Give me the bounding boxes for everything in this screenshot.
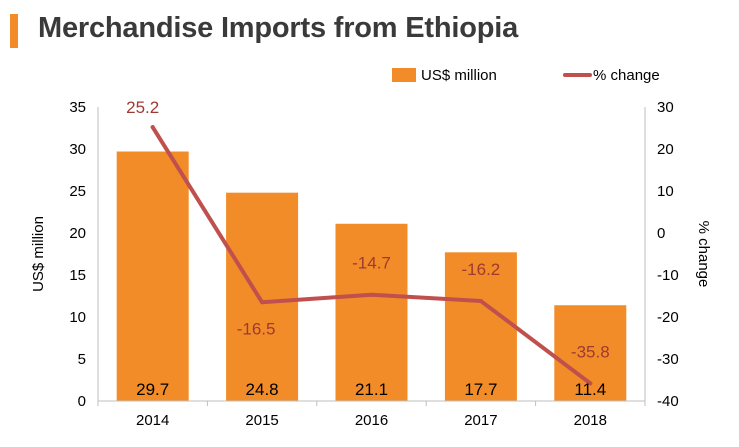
bar-value-label: 17.7	[464, 380, 497, 399]
x-tick-label: 2018	[574, 412, 607, 429]
line-point-2014	[150, 125, 155, 130]
y2-tick-label: 20	[657, 141, 674, 158]
y2-tick-label: -40	[657, 393, 679, 410]
line-value-label: -35.8	[571, 342, 610, 361]
bar-value-label: 11.4	[574, 380, 606, 399]
line-point-2015	[260, 300, 265, 305]
line-value-label: -14.7	[352, 254, 391, 273]
data-labels: 29.7 24.8 21.1 17.7 11.4 25.2 -16.5 -14.7 -16.2 -…	[126, 98, 610, 399]
y-axis-title: US$ million	[30, 216, 47, 292]
y2-tick-label: 30	[657, 99, 674, 116]
bar-series	[116, 151, 627, 401]
legend: US$ million % change	[392, 67, 660, 84]
legend-label-bar: US$ million	[421, 67, 497, 84]
y2-tick-label: -20	[657, 309, 679, 326]
y2-tick-label: -30	[657, 351, 679, 368]
y-tick-label: 5	[78, 351, 86, 368]
y2-tick-label: 10	[657, 183, 674, 200]
line-series	[150, 125, 593, 386]
x-tick-label: 2015	[245, 412, 278, 429]
y-tick-label: 25	[69, 183, 86, 200]
chart-title: Merchandise Imports from Ethiopia	[38, 12, 519, 44]
bar-value-label: 24.8	[246, 380, 279, 399]
line-point-2017	[478, 299, 483, 304]
line-value-label: -16.5	[237, 319, 276, 338]
bar-value-label: 29.7	[136, 380, 169, 399]
bar-2016	[335, 223, 408, 401]
x-tick-label: 2014	[136, 412, 169, 429]
y2-tick-label: -10	[657, 267, 679, 284]
y-tick-label: 30	[69, 141, 86, 158]
legend-swatch-bar	[392, 68, 416, 82]
x-tick-label: 2016	[355, 412, 388, 429]
y-tick-label: 0	[78, 393, 86, 410]
title-accent-bar	[10, 14, 18, 48]
bar-value-label: 21.1	[355, 380, 388, 399]
y2-axis-title: % change	[695, 221, 712, 288]
line-value-label: 25.2	[126, 98, 159, 117]
axes: 0 5 10 15 20 25 30 35 -40 -30 -20 -10 0 10 20 30 2014 201…	[30, 99, 712, 429]
bar-2017	[444, 252, 517, 401]
legend-label-line: % change	[593, 67, 660, 84]
y2-tick-label: 0	[657, 225, 665, 242]
bar-2014	[116, 151, 189, 401]
y-tick-label: 35	[69, 99, 86, 116]
line-point-2018	[588, 381, 593, 386]
bar-2015	[226, 192, 299, 401]
x-tick-label: 2017	[464, 412, 497, 429]
y-tick-label: 15	[69, 267, 86, 284]
line-point-2016	[369, 292, 374, 297]
y-tick-label: 10	[69, 309, 86, 326]
line-value-label: -16.2	[462, 260, 501, 279]
y-tick-label: 20	[69, 225, 86, 242]
